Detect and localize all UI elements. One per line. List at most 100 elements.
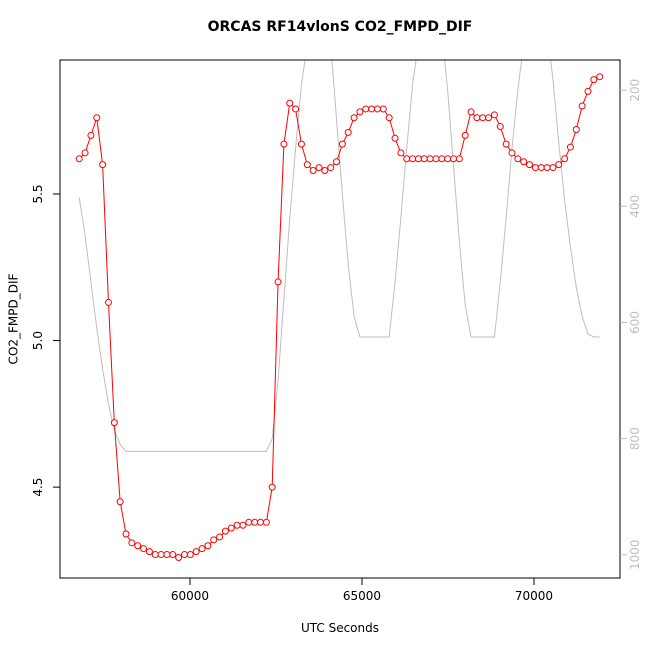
data-point [151, 551, 159, 559]
y-axis-label: CO2_FMPD_DIF [7, 273, 21, 364]
data-point [157, 551, 165, 559]
data-point [537, 164, 545, 172]
data-point [403, 155, 411, 163]
data-point [292, 105, 300, 113]
data-point [180, 551, 188, 559]
data-point [490, 111, 498, 119]
data-point [245, 518, 253, 526]
data-point [99, 161, 107, 169]
y2-tick-label: 600 [628, 311, 642, 334]
data-point [210, 536, 218, 544]
series-line [78, 60, 600, 452]
data-point [227, 524, 235, 532]
data-point [163, 551, 171, 559]
data-point [128, 539, 136, 547]
data-point [584, 87, 592, 95]
x-axis-label: UTC Seconds [301, 621, 379, 635]
data-point [596, 73, 604, 81]
data-point [572, 125, 580, 133]
data-point [81, 149, 89, 157]
data-point [485, 114, 493, 122]
data-point [251, 518, 259, 526]
data-point [520, 158, 528, 166]
data-point [508, 149, 516, 157]
data-point [385, 114, 393, 122]
data-point [397, 149, 405, 157]
data-point [467, 108, 475, 116]
data-point [186, 551, 194, 559]
data-point [479, 114, 487, 122]
data-point [391, 134, 399, 142]
data-point [496, 123, 504, 131]
data-point [566, 143, 574, 151]
data-point [444, 155, 452, 163]
data-point [257, 518, 265, 526]
data-point [373, 105, 381, 113]
chart-title: ORCAS RF14vlonS CO2_FMPD_DIF [208, 19, 473, 35]
data-point [420, 155, 428, 163]
x-tick-label: 70000 [515, 589, 553, 603]
data-point [549, 164, 557, 172]
data-point [473, 114, 481, 122]
data-point [362, 105, 370, 113]
data-point [110, 419, 118, 427]
data-point [356, 108, 364, 116]
data-point [122, 530, 130, 538]
data-point [134, 542, 142, 550]
y2-tick-label: 400 [628, 195, 642, 218]
data-point [286, 99, 294, 107]
data-point [338, 140, 346, 148]
data-point [216, 533, 224, 541]
x-tick-label: 65000 [343, 589, 381, 603]
data-point [315, 164, 323, 172]
data-point [169, 551, 177, 559]
data-point [280, 140, 288, 148]
data-point [379, 105, 387, 113]
data-point [543, 164, 551, 172]
data-point [414, 155, 422, 163]
data-point [233, 521, 241, 529]
data-point [344, 128, 352, 136]
y-tick-label: 4.5 [31, 478, 45, 497]
data-point [198, 545, 206, 553]
data-point [93, 114, 101, 122]
data-point [368, 105, 376, 113]
data-point [333, 158, 341, 166]
y2-tick-label: 200 [628, 79, 642, 102]
data-point [204, 542, 212, 550]
data-point [274, 278, 282, 286]
x-tick-label: 60000 [171, 589, 209, 603]
data-point [262, 518, 270, 526]
y-tick-label: 5.5 [31, 184, 45, 203]
data-point [327, 164, 335, 172]
data-point [87, 131, 95, 139]
data-point [561, 155, 569, 163]
data-point [426, 155, 434, 163]
data-point [175, 553, 183, 561]
data-point [455, 155, 463, 163]
y-tick-label: 5.0 [31, 331, 45, 350]
data-point [140, 545, 148, 553]
data-point [578, 102, 586, 110]
data-point [461, 131, 469, 139]
data-point [116, 498, 124, 506]
data-point [555, 161, 563, 169]
data-point [350, 114, 358, 122]
data-point [450, 155, 458, 163]
data-point [104, 298, 112, 306]
data-point [239, 521, 247, 529]
data-point [221, 527, 229, 535]
data-point [309, 167, 317, 175]
plot-frame [59, 59, 621, 579]
data-point [531, 164, 539, 172]
data-point [590, 76, 598, 84]
data-point [145, 548, 153, 556]
data-point [297, 140, 305, 148]
y2-tick-label: 800 [628, 427, 642, 450]
plot-area [75, 60, 604, 561]
data-point [75, 155, 83, 163]
data-point [303, 161, 311, 169]
data-point [438, 155, 446, 163]
data-point [192, 548, 200, 556]
